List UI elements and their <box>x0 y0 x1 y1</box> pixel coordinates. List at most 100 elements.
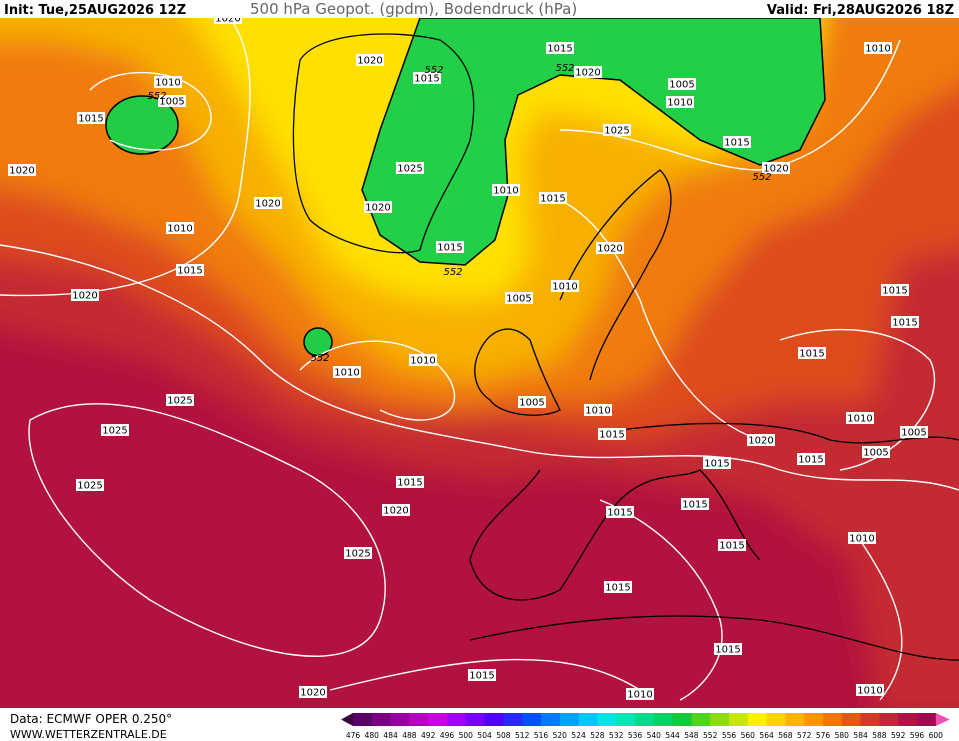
isobar-label: 1020 <box>72 291 97 302</box>
scale-label: 520 <box>553 731 568 740</box>
scale-label: 592 <box>891 731 906 740</box>
isobar-label: 1015 <box>397 478 422 489</box>
isobar-label-box <box>8 164 36 176</box>
scale-cell <box>559 713 580 726</box>
isobar-label: 1015 <box>715 645 740 656</box>
scale-label: 512 <box>515 731 530 740</box>
scale-label: 548 <box>684 731 699 740</box>
init-time: Init: Tue,25AUG2026 12Z <box>4 3 186 18</box>
isobar-label-box <box>333 366 361 378</box>
scale-cell <box>691 713 711 726</box>
scale-cell <box>917 713 937 726</box>
scale-arrow <box>935 713 950 726</box>
isobar-label: 1015 <box>414 74 439 85</box>
contour-label: 552 <box>310 353 329 364</box>
isobar-label-box <box>666 96 694 108</box>
contour-label: 552 <box>752 172 771 183</box>
scale-label: 580 <box>835 731 850 740</box>
isobar-label-box <box>606 506 634 518</box>
contour-label: 552 <box>443 267 462 278</box>
contour-label: 552 <box>555 63 574 74</box>
isobar-label-box <box>723 136 751 148</box>
low-center <box>105 95 179 155</box>
scale-cell <box>804 713 824 726</box>
isobar-label: 1010 <box>847 414 872 425</box>
coastlines <box>292 33 959 661</box>
scale-cell <box>597 713 617 726</box>
scale-label: 564 <box>759 731 774 740</box>
isobar-label-box <box>603 124 631 136</box>
scale-label: 496 <box>440 731 455 740</box>
isobar-label: 1010 <box>410 356 435 367</box>
isobar-label-box <box>598 428 626 440</box>
isobar-label: 1015 <box>892 318 917 329</box>
scale-cell <box>766 713 786 726</box>
map: 1020 1010 1005 1015 1020 1020 1010 1015 1020 1025… <box>0 14 959 708</box>
isobar-label-box <box>436 241 464 253</box>
isobar-label-box <box>409 354 437 366</box>
isobar-label-box <box>846 412 874 424</box>
isobar-label: 1020 <box>575 68 600 79</box>
isobar-label: 1005 <box>669 80 694 91</box>
isobar-label-box <box>505 292 533 304</box>
isobar-label: 1005 <box>519 398 544 409</box>
isobar-label: 1015 <box>605 583 630 594</box>
scale-cell <box>635 713 655 726</box>
isobar-label-box <box>101 424 129 436</box>
scale-cell <box>672 713 692 726</box>
isobar-label: 1020 <box>763 164 788 175</box>
isobar-label: 1020 <box>383 506 408 517</box>
map-title: 500 hPa Geopot. (gpdm), Bodendruck (hPa) <box>250 0 577 18</box>
contour-label: 552 <box>147 91 166 102</box>
scale-label: 600 <box>929 731 944 740</box>
isobar-label: 1020 <box>215 14 240 25</box>
scale-label: 544 <box>665 731 680 740</box>
scale-label: 500 <box>459 731 474 740</box>
isobar-label-box <box>703 457 731 469</box>
scale-cell <box>503 713 523 726</box>
isobar-label-box <box>77 112 105 124</box>
isobar-label-box <box>396 476 424 488</box>
isobar-label: 1025 <box>345 549 370 560</box>
isobar-label-box <box>848 532 876 544</box>
isobar-label-box <box>518 396 546 408</box>
isobar-label: 1015 <box>882 286 907 297</box>
isobar-label: 1020 <box>748 436 773 447</box>
scale-label: 492 <box>421 731 436 740</box>
data-source: Data: ECMWF OPER 0.250° <box>10 712 172 726</box>
isobar-label-box <box>718 539 746 551</box>
isobar-label: 1025 <box>604 126 629 137</box>
isobar-label-box <box>71 289 99 301</box>
isobar-label-box <box>797 453 825 465</box>
scale-label: 504 <box>477 731 492 740</box>
header-bar <box>0 0 959 18</box>
isobar-label: 1015 <box>540 194 565 205</box>
isobar-label: 1020 <box>357 56 382 67</box>
scale-arrow <box>341 713 353 726</box>
isobar-label-box <box>344 547 372 559</box>
scale-cell <box>428 713 448 726</box>
cut-off-low <box>303 327 333 357</box>
scale-label: 524 <box>571 731 586 740</box>
isobar-label: 1010 <box>667 98 692 109</box>
isobar-label: 1010 <box>493 186 518 197</box>
isobar-label-box <box>158 95 186 107</box>
scale-label: 508 <box>496 731 511 740</box>
isobar-label: 1025 <box>167 396 192 407</box>
isobar-label-box <box>539 192 567 204</box>
isobar-label: 1015 <box>799 349 824 360</box>
isobar-label: 1005 <box>159 97 184 108</box>
scale-cell <box>371 713 392 726</box>
isobar-label: 1015 <box>547 44 572 55</box>
isobar-label: 1015 <box>469 671 494 682</box>
isobar-label: 1015 <box>798 455 823 466</box>
scale-label: 560 <box>741 731 756 740</box>
isobar-label-box <box>154 76 182 88</box>
isobar-label-box <box>176 264 204 276</box>
isobar-label-box <box>747 434 775 446</box>
isobar-label: 1010 <box>865 44 890 55</box>
isobar-label: 1010 <box>155 78 180 89</box>
isobar-label-box <box>604 581 632 593</box>
isobar-label: 1010 <box>849 534 874 545</box>
